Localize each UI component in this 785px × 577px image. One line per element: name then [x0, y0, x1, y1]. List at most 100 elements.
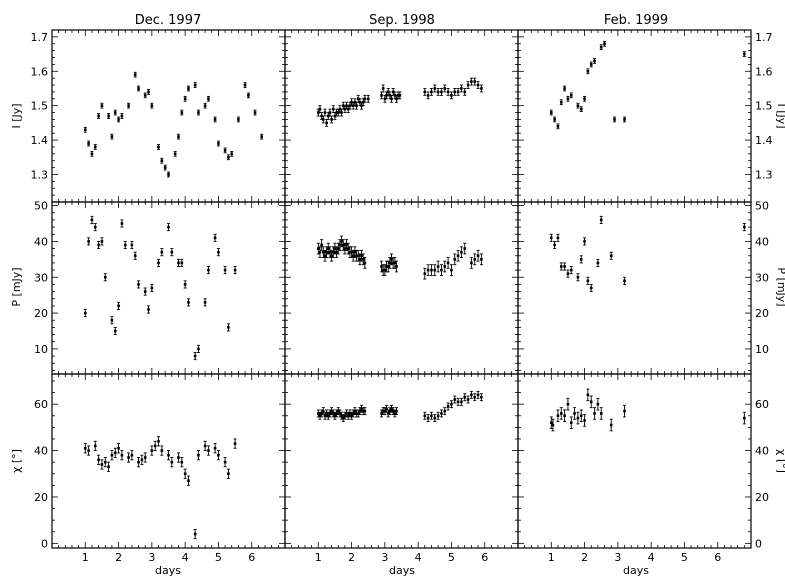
marker [460, 87, 463, 90]
data-point [157, 436, 161, 447]
data-point [203, 298, 207, 307]
marker [230, 152, 234, 156]
data-point [386, 260, 390, 273]
data-point [449, 91, 453, 100]
marker [353, 250, 357, 254]
marker [233, 268, 237, 272]
marker [341, 243, 345, 247]
marker [566, 402, 570, 406]
marker [433, 87, 437, 90]
marker [213, 446, 217, 450]
data-point [183, 280, 187, 289]
data-point [586, 68, 590, 75]
marker [233, 442, 237, 445]
marker [177, 261, 180, 265]
marker [323, 414, 327, 418]
marker [589, 400, 593, 404]
marker [325, 412, 328, 415]
data-point [353, 246, 357, 258]
marker [480, 87, 483, 90]
data-point [599, 215, 603, 224]
marker [328, 111, 332, 114]
y-tick-label: 1.5 [755, 100, 773, 113]
data-point [316, 242, 320, 255]
marker [180, 261, 184, 265]
marker [599, 218, 603, 222]
data-point [473, 253, 477, 266]
data-point [395, 407, 399, 416]
marker [157, 439, 160, 443]
data-point [236, 116, 240, 123]
data-point [133, 71, 137, 78]
data-point [321, 246, 325, 258]
data-point [243, 82, 247, 88]
panel-P-1 [284, 201, 519, 375]
marker [197, 111, 200, 114]
marker [361, 409, 365, 413]
data-point [563, 262, 567, 271]
column-title-feb-1999: Feb. 1999 [604, 13, 668, 28]
marker [110, 453, 114, 457]
data-point [193, 352, 197, 361]
marker [343, 414, 347, 418]
data-point [346, 242, 350, 255]
data-point [213, 116, 217, 123]
marker [110, 318, 114, 322]
marker [436, 414, 440, 418]
marker [150, 286, 154, 290]
data-point [433, 414, 437, 423]
data-point [226, 323, 230, 332]
data-point [549, 416, 553, 429]
data-point [473, 77, 477, 86]
panel-frame [284, 29, 519, 203]
marker [573, 412, 576, 415]
marker [217, 142, 220, 145]
data-point [579, 255, 583, 264]
marker [163, 166, 167, 169]
marker [341, 416, 345, 420]
data-point [363, 94, 367, 103]
marker [450, 268, 453, 272]
data-point [443, 260, 447, 273]
data-point [216, 248, 220, 257]
marker [340, 111, 343, 114]
marker [345, 243, 348, 247]
marker [363, 409, 367, 413]
data-point [356, 249, 360, 262]
marker [321, 118, 325, 121]
marker [395, 265, 398, 268]
data-point [120, 219, 124, 228]
marker [107, 114, 110, 118]
marker [360, 104, 363, 107]
data-point [90, 215, 94, 224]
data-point [589, 283, 593, 293]
data-point [321, 407, 325, 416]
data-point [589, 61, 593, 68]
x-tick-label: 6 [481, 551, 488, 564]
marker [157, 261, 160, 265]
data-point [380, 91, 384, 100]
marker [391, 261, 395, 265]
marker [338, 412, 342, 415]
marker [563, 265, 566, 268]
data-point [253, 109, 257, 116]
marker [463, 247, 467, 250]
data-point [569, 266, 573, 275]
data-point [569, 92, 573, 99]
marker [423, 90, 427, 94]
marker [463, 90, 467, 94]
marker [386, 265, 390, 268]
data-point [429, 264, 433, 276]
marker [150, 104, 154, 107]
data-point [385, 91, 389, 100]
data-point [426, 414, 430, 423]
panel-chi-1: 1 2 3 4 5 6 [284, 373, 519, 564]
marker [446, 405, 450, 408]
y-tick-label: 10 [34, 343, 48, 356]
data-point [576, 102, 580, 109]
data-point [83, 309, 87, 318]
marker [363, 261, 367, 265]
ylabel-right-angle: χ [°] [775, 449, 785, 473]
y-tick-label: 20 [755, 307, 769, 320]
data-point [436, 88, 440, 96]
